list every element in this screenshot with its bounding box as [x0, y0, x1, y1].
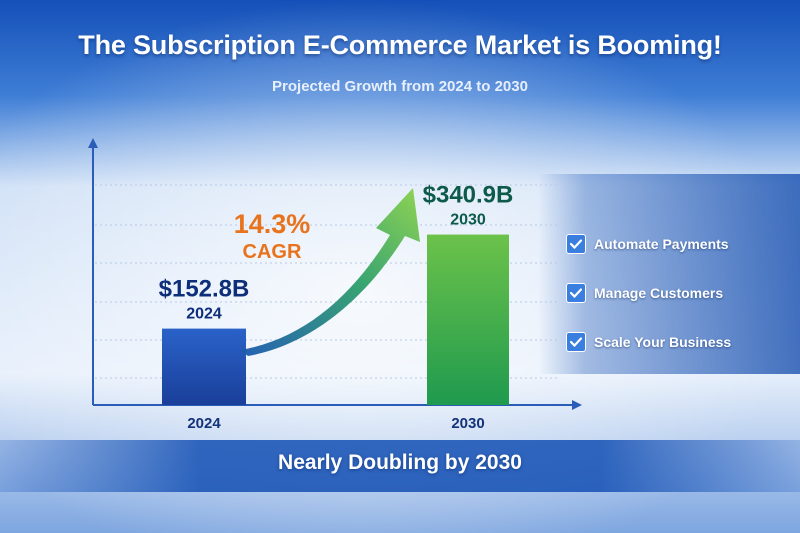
bar-value-label: $152.8B: [159, 276, 250, 303]
bar-2030: [427, 234, 509, 405]
bar-2024: [162, 328, 246, 405]
checkbox-icon: [566, 332, 586, 352]
cagr-label: CAGR: [243, 241, 302, 263]
cagr-value: 14.3%: [234, 209, 311, 239]
feature-item: Manage Customers: [566, 281, 723, 305]
footer-text: Nearly Doubling by 2030: [278, 451, 522, 474]
x-axis-arrow: [572, 400, 582, 410]
page-title: The Subscription E-Commerce Market is Bo…: [78, 30, 722, 60]
feature-label: Automate Payments: [594, 236, 729, 252]
growth-arrow: [240, 188, 420, 356]
bar-year-label: 2024: [186, 306, 222, 323]
y-axis-arrow: [88, 138, 98, 148]
x-tick-label: 2024: [187, 415, 221, 432]
feature-item: Automate Payments: [566, 232, 729, 256]
bar-value-label: $340.9B: [423, 182, 514, 209]
feature-label: Scale Your Business: [594, 334, 732, 350]
page-subtitle: Projected Growth from 2024 to 2030: [272, 78, 528, 95]
x-tick-label: 2030: [451, 415, 484, 432]
checkbox-icon: [566, 234, 586, 254]
checkbox-icon: [566, 283, 586, 303]
feature-label: Manage Customers: [594, 285, 724, 301]
bar-year-label: 2030: [450, 212, 486, 229]
footer-banner: [0, 440, 800, 492]
feature-item: Scale Your Business: [566, 330, 731, 354]
